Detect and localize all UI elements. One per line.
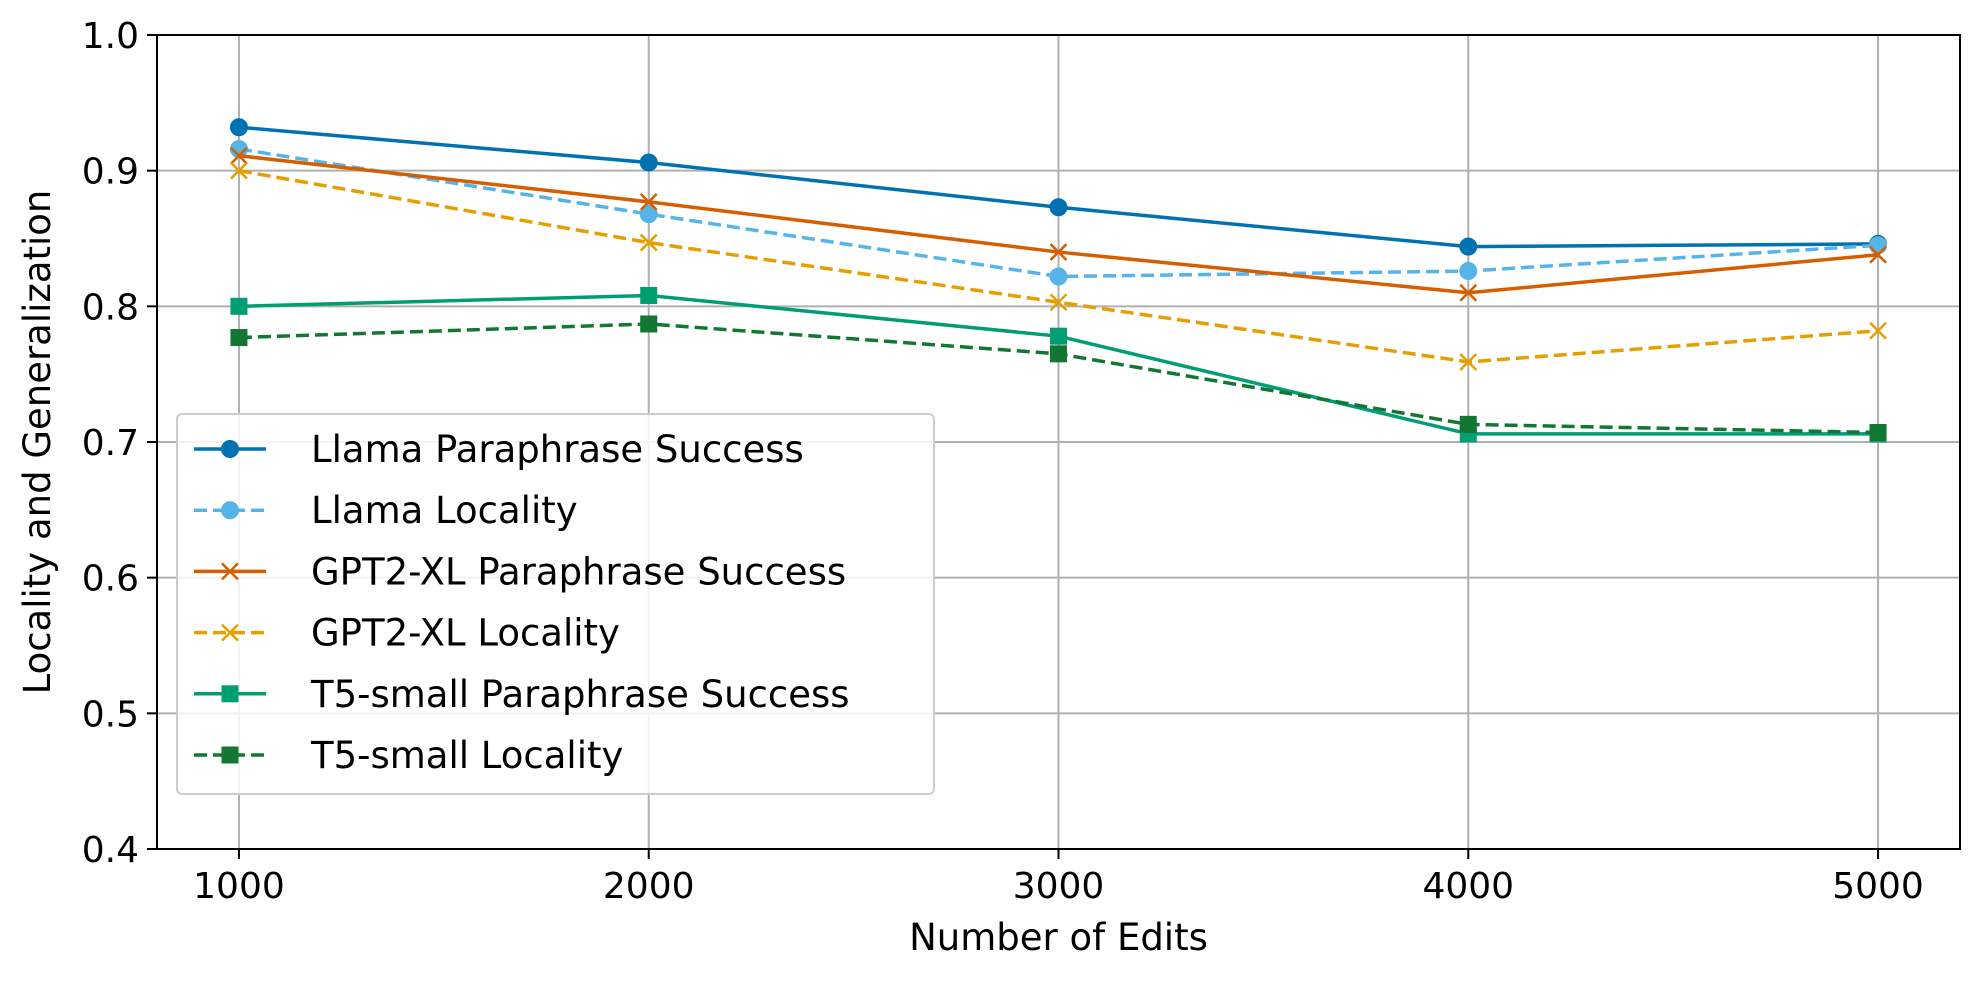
legend-swatch-marker — [221, 685, 239, 703]
x-tick-label: 3000 — [1013, 866, 1105, 907]
data-point — [1869, 321, 1887, 340]
data-point — [1459, 262, 1478, 281]
data-point — [639, 192, 658, 211]
data-point — [1459, 353, 1478, 371]
legend-swatch-marker-stroke — [221, 562, 239, 581]
data-point — [230, 329, 248, 347]
series-line — [238, 168, 1879, 364]
y-tick-label: 0.9 — [82, 152, 139, 193]
data-point-stroke — [639, 192, 658, 211]
data-point-stroke — [639, 233, 658, 252]
legend-swatch-marker — [221, 623, 239, 642]
data-point — [1049, 293, 1068, 312]
y-tick-label: 0.6 — [82, 559, 139, 600]
legend-entry: GPT2-XL Locality — [194, 612, 620, 655]
legend-entry: Llama Locality — [194, 489, 578, 532]
x-tick-label: 5000 — [1832, 866, 1924, 907]
y-tick-label: 0.7 — [82, 423, 139, 464]
data-point — [1459, 283, 1478, 302]
legend-entry: Llama Paraphrase Success — [194, 428, 804, 471]
x-tick-label: 2000 — [603, 866, 695, 907]
data-point-stroke — [1869, 321, 1887, 340]
data-point — [1050, 345, 1067, 363]
data-point-stroke — [1869, 245, 1887, 264]
data-point-stroke — [1459, 353, 1478, 371]
data-point-stroke — [1049, 293, 1068, 312]
data-point — [1459, 415, 1477, 433]
legend-label: T5-small Locality — [310, 734, 623, 777]
legend-label: GPT2-XL Paraphrase Success — [311, 550, 846, 593]
legend-label: Llama Paraphrase Success — [311, 428, 804, 471]
data-point — [230, 297, 248, 315]
y-tick-label: 1.0 — [82, 16, 139, 57]
series-group — [229, 118, 1888, 443]
legend-entry: T5-small Locality — [194, 734, 623, 777]
x-tick-label: 4000 — [1422, 866, 1514, 907]
data-point — [639, 233, 658, 252]
series-6 — [230, 315, 1887, 442]
data-point — [1869, 424, 1887, 442]
legend: Llama Paraphrase Success Llama Locality GP… — [176, 413, 935, 795]
data-point — [229, 118, 248, 137]
legend-entry: T5-small Paraphrase Success — [194, 673, 850, 716]
legend-entry: GPT2-XL Paraphrase Success — [194, 550, 846, 593]
data-point — [1050, 327, 1067, 345]
legend-swatch-marker — [221, 746, 239, 764]
y-tick-label: 0.4 — [82, 830, 139, 871]
legend-swatch-marker — [221, 440, 239, 458]
y-tick-label: 0.8 — [82, 287, 139, 328]
data-point-stroke — [230, 146, 248, 165]
legend-swatch-marker-stroke — [221, 623, 239, 642]
legend-swatch-marker — [221, 501, 239, 520]
legend-label: Llama Locality — [311, 489, 578, 532]
data-point — [1049, 198, 1068, 217]
data-point — [640, 286, 658, 304]
data-point — [639, 153, 658, 172]
legend-label: T5-small Paraphrase Success — [310, 673, 850, 716]
legend-box — [176, 413, 935, 795]
series-4 — [230, 161, 1887, 371]
legend-swatch-marker — [221, 562, 239, 581]
data-point-stroke — [1459, 283, 1478, 302]
data-point-stroke — [1049, 243, 1068, 261]
data-point — [230, 146, 248, 165]
data-point — [639, 205, 658, 224]
y-axis-title: Locality and Generalization — [16, 190, 59, 695]
data-point — [1049, 243, 1068, 261]
data-point — [1459, 237, 1478, 256]
data-point — [230, 161, 248, 180]
y-tick-label: 0.5 — [82, 694, 139, 735]
legend-label: GPT2-XL Locality — [311, 612, 620, 655]
data-point — [1869, 245, 1887, 264]
series-3 — [230, 146, 1887, 302]
x-axis-title: Number of Edits — [909, 916, 1208, 959]
x-tick-label: 1000 — [193, 866, 285, 907]
axes: 1000 2000 3000 4000 5000 0.4 0.5 0.6 0.7 0.8 0.9 1.… — [16, 16, 1961, 959]
data-point — [1869, 236, 1888, 255]
data-point — [640, 315, 658, 333]
data-point-stroke — [230, 161, 248, 180]
data-point — [1049, 267, 1068, 286]
